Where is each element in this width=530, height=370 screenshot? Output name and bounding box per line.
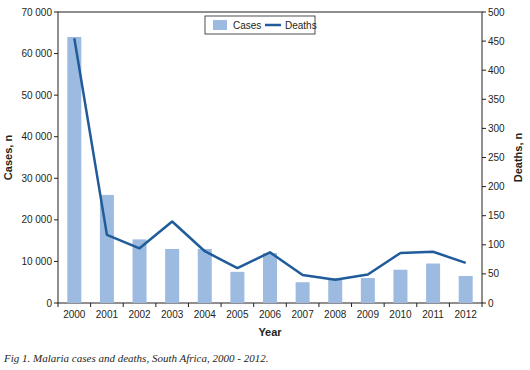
y2-tick-label: 300 xyxy=(488,123,505,134)
x-tick-label: 2008 xyxy=(324,309,347,320)
x-tick xyxy=(90,303,91,307)
y2-tick-label: 200 xyxy=(488,181,505,192)
bar xyxy=(361,278,375,303)
bar xyxy=(198,249,212,303)
y2-tick-label: 350 xyxy=(488,94,505,105)
x-tick xyxy=(188,303,189,307)
x-tick xyxy=(351,303,352,307)
x-tick xyxy=(123,303,124,307)
y2-tick xyxy=(482,186,486,187)
background xyxy=(0,0,530,370)
y2-tick-label: 500 xyxy=(488,7,505,18)
bar xyxy=(426,264,440,303)
x-tick xyxy=(384,303,385,307)
x-tick-label: 2009 xyxy=(357,309,380,320)
y-tick xyxy=(54,53,58,54)
plot-data xyxy=(67,37,472,303)
y-tick-label: 0 xyxy=(46,298,52,309)
y-tick xyxy=(54,219,58,220)
y-tick xyxy=(54,303,58,304)
y-tick-label: 50 000 xyxy=(21,90,52,101)
y-tick-label: 60 000 xyxy=(21,48,52,59)
x-tick xyxy=(286,303,287,307)
y-tick-label: 10 000 xyxy=(21,256,52,267)
legend-swatch xyxy=(213,20,227,30)
y-tick-label: 30 000 xyxy=(21,173,52,184)
x-tick-label: 2012 xyxy=(455,309,478,320)
y-tick-label: 20 000 xyxy=(21,214,52,225)
y2-tick-label: 100 xyxy=(488,239,505,250)
y-tick xyxy=(54,261,58,262)
y2-tick-label: 250 xyxy=(488,152,505,163)
bar xyxy=(165,249,179,303)
x-tick-label: 2011 xyxy=(422,309,444,320)
plot-frame xyxy=(58,12,482,303)
y2-tick xyxy=(482,99,486,100)
x-tick xyxy=(416,303,417,307)
x-tick xyxy=(221,303,222,307)
x-tick-label: 2004 xyxy=(194,309,217,320)
legend-label: Cases xyxy=(233,20,261,31)
x-tick-label: 2007 xyxy=(291,309,314,320)
chart: 0 10 000 20 000 30 000 40 000 50 000 60 000 70 … xyxy=(0,0,530,370)
x-tick xyxy=(318,303,319,307)
x-tick xyxy=(58,303,59,307)
y2-tick-label: 450 xyxy=(488,36,505,47)
bar xyxy=(67,37,81,303)
x-tick xyxy=(449,303,450,307)
y-tick-label: 70 000 xyxy=(21,7,52,18)
y2-tick xyxy=(482,215,486,216)
y-tick xyxy=(54,95,58,96)
bar xyxy=(296,282,310,303)
y-tick xyxy=(54,136,58,137)
y2-tick xyxy=(482,244,486,245)
legend-swatch xyxy=(265,24,281,27)
bar xyxy=(393,270,407,303)
y2-tick xyxy=(482,303,486,304)
line xyxy=(74,38,465,280)
x-tick-label: 2010 xyxy=(389,309,412,320)
y2-tick-label: 400 xyxy=(488,65,505,76)
y2-tick xyxy=(482,273,486,274)
x-tick xyxy=(155,303,156,307)
y-axis-label: Cases, n xyxy=(2,135,14,181)
y2-tick xyxy=(482,70,486,71)
x-tick-label: 2000 xyxy=(63,309,86,320)
bar xyxy=(459,276,473,303)
bar xyxy=(230,272,244,303)
x-tick-label: 2006 xyxy=(259,309,282,320)
x-tick-label: 2002 xyxy=(128,309,151,320)
x-tick-label: 2001 xyxy=(96,309,119,320)
y2-tick-label: 0 xyxy=(488,298,494,309)
y2-axis-label: Deaths, n xyxy=(512,132,524,182)
x-tick xyxy=(482,303,483,307)
y2-tick xyxy=(482,41,486,42)
x-tick-label: 2003 xyxy=(161,309,184,320)
legend: Cases Deaths xyxy=(205,16,317,34)
bar xyxy=(263,253,277,303)
y-tick xyxy=(54,178,58,179)
caption: Fig 1. Malaria cases and deaths, South A… xyxy=(3,352,268,364)
x-axis-label: Year xyxy=(258,326,282,338)
bar xyxy=(328,278,342,303)
y2-tick-label: 50 xyxy=(488,268,500,279)
y2-tick xyxy=(482,157,486,158)
y2-tick xyxy=(482,128,486,129)
y-tick-label: 40 000 xyxy=(21,131,52,142)
y2-tick xyxy=(482,12,486,13)
y-tick xyxy=(54,12,58,13)
x-tick-label: 2005 xyxy=(226,309,249,320)
x-tick xyxy=(253,303,254,307)
legend-label: Deaths xyxy=(285,20,317,31)
y2-tick-label: 150 xyxy=(488,210,505,221)
